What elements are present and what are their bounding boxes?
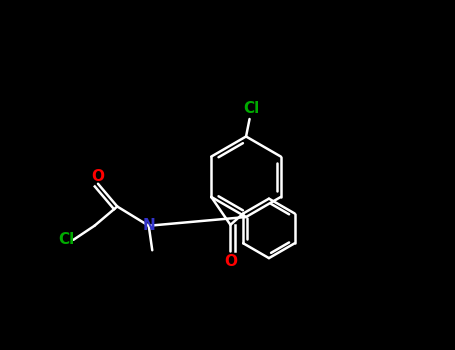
Text: Cl: Cl bbox=[243, 101, 259, 116]
Text: O: O bbox=[91, 169, 105, 184]
Text: N: N bbox=[142, 218, 155, 233]
Text: O: O bbox=[224, 254, 237, 269]
Text: Cl: Cl bbox=[58, 232, 75, 247]
